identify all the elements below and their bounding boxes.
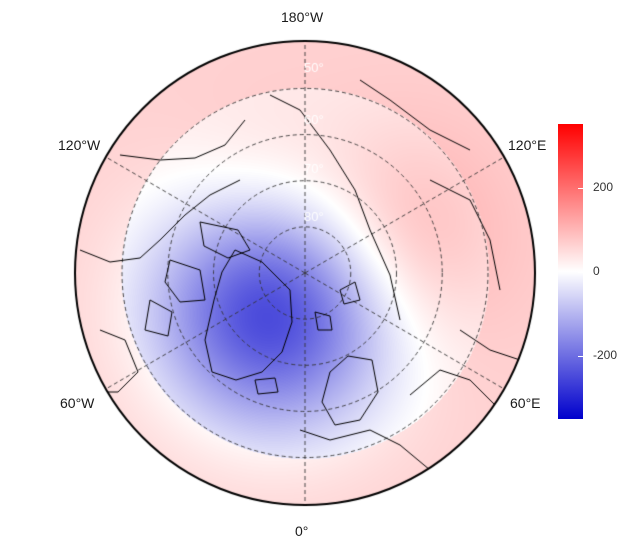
colorbar-tickmark-neg200 <box>578 356 583 357</box>
colorbar-tick-200: 200 <box>593 180 614 194</box>
colorbar-tickmark-200 <box>578 188 583 189</box>
lon-label-120e: 120°E <box>508 137 547 153</box>
colorbar-tickmark-0 <box>578 272 583 273</box>
colorbar-tick-0: 0 <box>593 264 600 278</box>
lon-label-60e: 60°E <box>510 395 541 411</box>
lon-label-60w: 60°W <box>60 395 95 411</box>
lon-label-0: 0° <box>295 523 309 539</box>
colorbar <box>558 124 583 419</box>
colorbar-tick-neg200: -200 <box>593 348 618 362</box>
lon-label-180w: 180°W <box>281 9 324 25</box>
lon-label-120w: 120°W <box>58 137 101 153</box>
